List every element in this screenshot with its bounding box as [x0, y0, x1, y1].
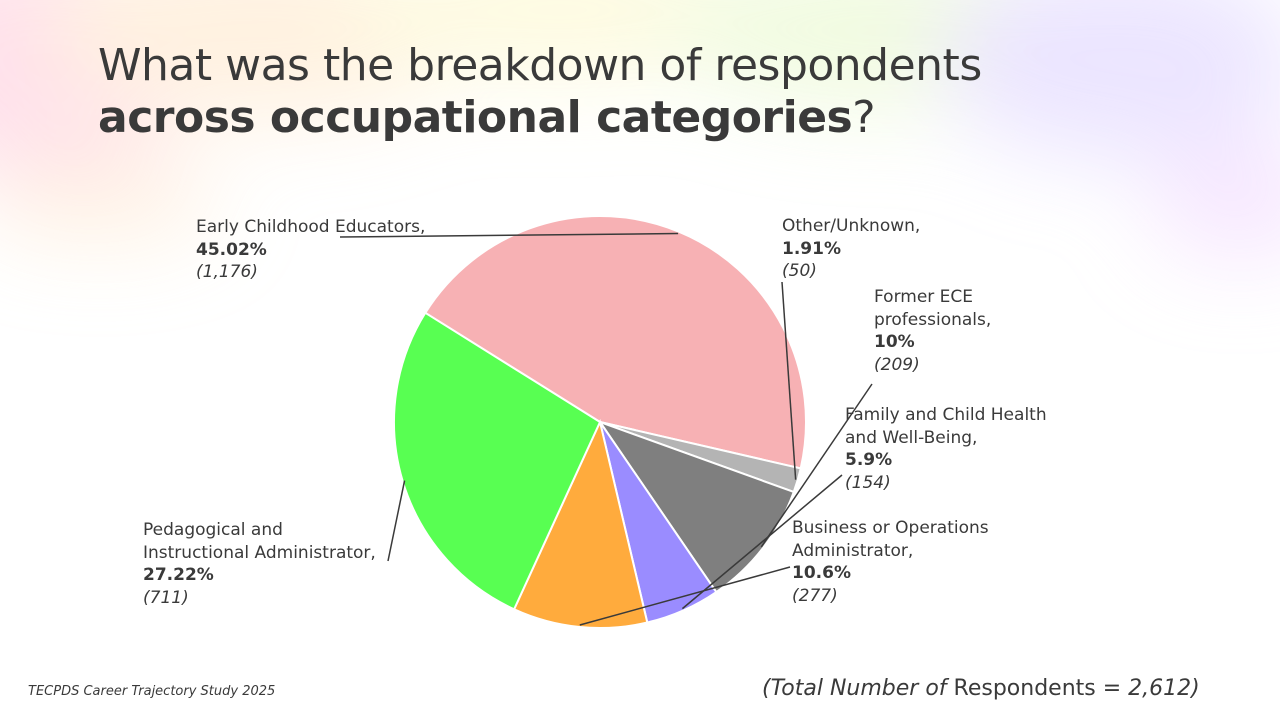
- slice-count: (277): [792, 585, 838, 606]
- slice-former-ece-professionals: [597, 420, 796, 594]
- slice-percent: 10%: [874, 332, 915, 352]
- title-question-mark: ?: [852, 92, 876, 143]
- slice-count: (1,176): [196, 262, 258, 282]
- slice-count: (711): [143, 587, 189, 608]
- title-line-1: What was the breakdown of respondents: [98, 40, 982, 91]
- slice-name: Family and Child Health and Well-Being,: [845, 405, 1047, 448]
- total-prefix: (Total Number of: [762, 676, 954, 701]
- label-early-childhood-educators: Early Childhood Educators, 45.02% (1,176…: [196, 216, 425, 284]
- slice-early-childhood-educators: [423, 215, 807, 470]
- slice-percent: 45.02%: [196, 239, 267, 260]
- slice-business-operations-administrator: [512, 418, 649, 629]
- slice-percent: 27.22%: [143, 565, 214, 585]
- slice-count: (209): [874, 354, 920, 375]
- slice-count: (50): [782, 261, 817, 281]
- leader-line-other-unknown: [781, 281, 797, 480]
- leader-line-former-ece: [760, 383, 873, 548]
- slice-percent: 5.9%: [845, 450, 893, 470]
- leader-line-pedagogical: [387, 480, 406, 562]
- total-word: Respondents: [953, 676, 1096, 701]
- leader-line-family-child-health: [681, 474, 843, 610]
- label-former-ece-professionals: Former ECE professionals, 10% (209): [874, 286, 1004, 376]
- slice-name: Pedagogical and Instructional Administra…: [143, 520, 376, 563]
- total-respondents-note: (Total Number of Respondents = 2,612): [762, 676, 1200, 701]
- label-other-unknown: Other/Unknown, 1.91% (50): [782, 215, 952, 283]
- total-suffix: = 2,612): [1095, 676, 1200, 701]
- slice-name: Other/Unknown,: [782, 216, 921, 236]
- page-title: What was the breakdown of respondents ac…: [98, 40, 1198, 144]
- slice-count: (154): [845, 472, 891, 493]
- slice-pedagogical-administrator: [393, 311, 602, 611]
- leader-line-business-operations: [579, 566, 791, 626]
- slice-name: Early Childhood Educators,: [196, 217, 426, 237]
- label-business-operations-administrator: Business or Operations Administrator, 10…: [792, 517, 1007, 607]
- slice-name: Former ECE professionals,: [874, 287, 992, 330]
- title-line-2-bold: across occupational categories: [98, 92, 853, 143]
- source-note: TECPDS Career Trajectory Study 2025: [28, 684, 276, 699]
- label-pedagogical-administrator: Pedagogical and Instructional Administra…: [143, 519, 388, 609]
- label-family-child-health: Family and Child Health and Well-Being, …: [845, 404, 1060, 494]
- slice-percent: 1.91%: [782, 238, 841, 259]
- leader-line-early-childhood: [339, 232, 679, 238]
- slice-name: Business or Operations Administrator,: [792, 518, 989, 561]
- slice-percent: 10.6%: [792, 563, 851, 583]
